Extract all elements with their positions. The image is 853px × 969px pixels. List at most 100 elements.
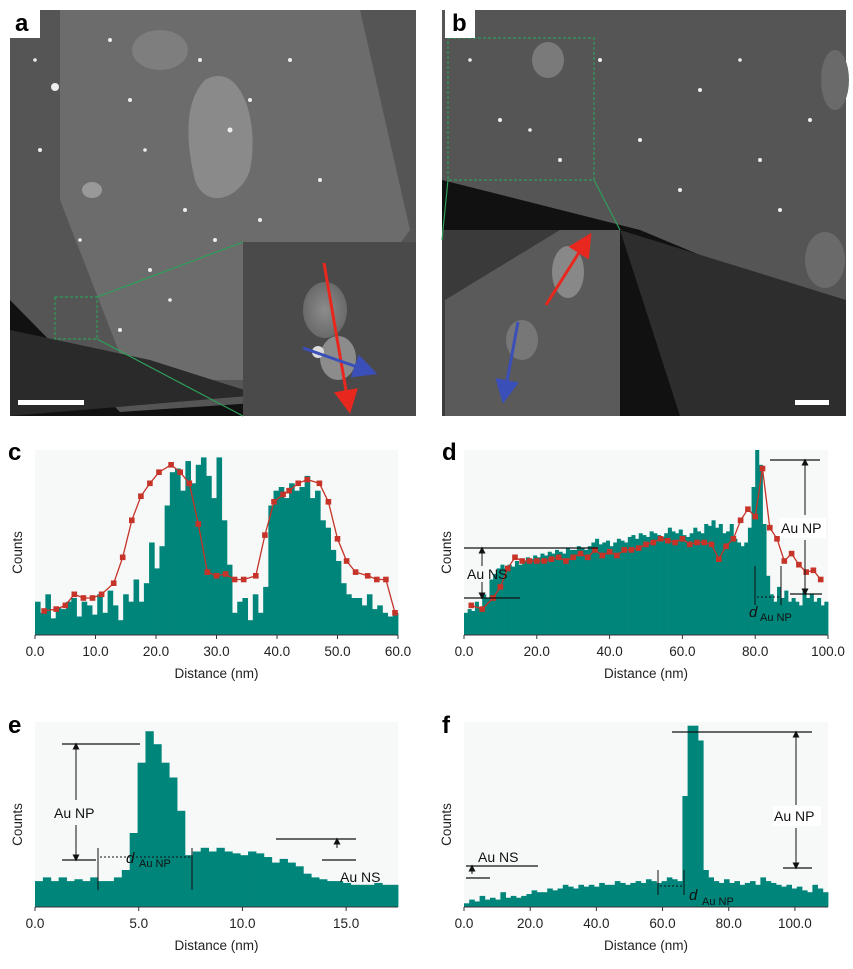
bar-e [82,881,91,907]
bar-f [734,881,740,907]
bar-e [106,881,115,907]
bar-d [482,594,487,635]
bar-c [107,590,114,635]
bar-d [580,548,585,635]
bar-e [374,882,383,907]
line-point-d [650,539,657,546]
bar-f [776,884,782,907]
line-point-d [796,561,802,568]
bar-e [35,881,44,907]
bar-f [682,796,688,907]
bar-c [382,612,389,635]
bar-c [325,527,331,635]
chart-f: 0.0 20.0 40.0 60.0 80.0 100.0 Distance (nm) Cou… [439,722,829,953]
bar-d [493,573,498,635]
line-point-c [334,536,341,542]
chart-d: 0.0 20.0 40.0 60.0 80.0 100.0 Distance (nm) Cou… [439,450,845,681]
bar-c [315,490,321,635]
line-point-c [168,462,174,468]
bar-c [55,607,62,635]
x-tick-label-d: 80.0 [742,644,768,659]
bar-f [604,884,610,907]
bar-c [372,609,378,635]
bar-c [66,601,72,635]
bar-c [221,520,228,635]
bar-d [518,564,523,635]
bar-c [237,601,243,635]
bar-f [516,897,522,907]
bar-e [248,851,257,907]
bar-d [649,531,654,635]
x-tick-label-e: 5.0 [129,916,148,931]
bar-c [175,468,181,635]
line-point-c [213,573,220,579]
bar-f [755,884,761,907]
bar-f [490,897,496,907]
bar-d [675,533,680,635]
line-point-c [195,521,202,527]
bar-c [309,498,316,635]
label-d-sub-e: Au NP [139,858,171,870]
bar-f [661,881,668,907]
bar-e [137,762,146,907]
bar-e [382,884,391,907]
bar-e [366,884,375,907]
label-au-np-e: Au NP [54,805,94,821]
line-point-c [392,610,398,616]
label-au-ns-f: Au NS [478,849,518,865]
panel-label-d: d [442,439,457,466]
x-tick-label-c: 60.0 [385,644,411,659]
line-point-d [803,569,809,575]
bar-f [573,888,579,907]
line-point-d [585,554,591,561]
line-point-d [817,576,824,583]
label-d-f: d [689,887,698,904]
bar-c [40,612,46,635]
label-au-np-f: Au NP [774,808,814,824]
line-point-d [541,558,547,564]
bar-d [646,536,651,635]
line-point-d [628,547,635,553]
bar-d [616,538,621,635]
y-axis-label-d: Counts [439,531,454,574]
bar-d [682,535,687,635]
bar-f [750,881,756,907]
bar-f [568,886,574,907]
x-axis-label-c: Distance (nm) [174,666,258,681]
bar-d [529,559,534,635]
plot-area-f [464,722,828,907]
bar-d [474,601,479,635]
bar-d [704,524,709,635]
bar-d [737,542,742,635]
line-point-d [555,554,562,561]
bar-e [224,851,233,907]
line-point-d [592,547,598,553]
bar-f [640,882,647,907]
bar-c [180,490,186,635]
bar-f [505,897,512,907]
bar-d [638,533,643,635]
bar-d [595,538,600,635]
line-point-d [512,554,518,561]
bar-c [320,520,326,635]
bar-f [802,890,808,907]
bar-f [526,894,532,907]
bar-f [594,886,600,907]
panel-label-a: a [15,10,29,37]
line-point-c [286,487,292,494]
bar-d [817,598,822,635]
line-point-d [614,552,620,559]
bar-e [319,879,328,907]
line-point-c [343,558,350,564]
bar-d [762,524,767,635]
chart-e: 0.0 5.0 10.0 15.0 Distance (nm) Counts [10,722,399,953]
bar-d [696,531,701,635]
bar-d [718,524,723,635]
bar-f [562,884,569,907]
line-point-d [497,584,504,590]
line-point-d [504,565,511,572]
bar-f [796,886,803,907]
annotations-d: Au NS Au NP d Au NP [464,458,826,624]
line-point-d [479,606,485,612]
